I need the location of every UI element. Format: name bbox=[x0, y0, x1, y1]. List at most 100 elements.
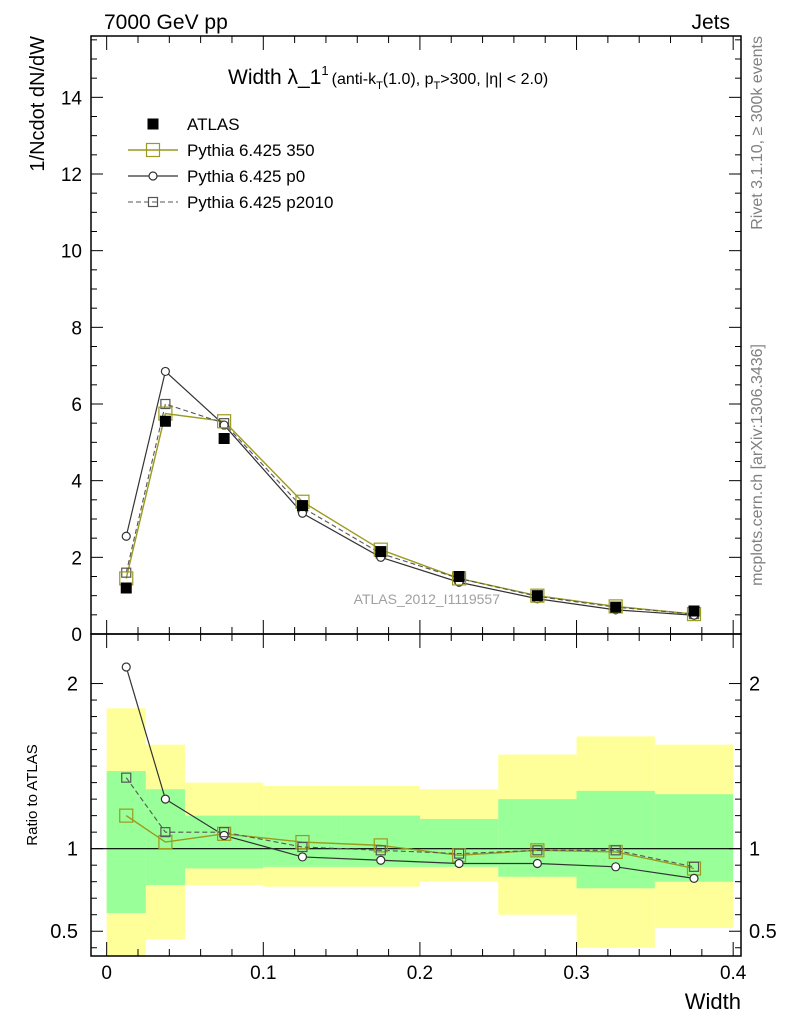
header-energy: 7000 GeV pp bbox=[104, 11, 228, 34]
ratio-point bbox=[532, 845, 543, 856]
ratio-point bbox=[689, 873, 699, 883]
ratio-point bbox=[530, 843, 545, 858]
ratio-y-tick-label-right: 2 bbox=[749, 674, 760, 696]
legend-marker bbox=[145, 142, 161, 158]
uncertainty-band-inner bbox=[106, 771, 146, 914]
data-point bbox=[159, 415, 171, 427]
data-point bbox=[375, 546, 387, 558]
data-point bbox=[688, 605, 700, 617]
ratio-point bbox=[611, 862, 621, 872]
data-point bbox=[296, 500, 308, 512]
ratio-point bbox=[219, 830, 229, 841]
ratio-point bbox=[688, 861, 700, 872]
ratio-y-tick-label-right: 1 bbox=[749, 839, 760, 861]
ratio-line-2 bbox=[125, 777, 695, 868]
legend-label: Pythia 6.425 350 bbox=[187, 141, 315, 160]
ratio-point bbox=[297, 852, 308, 862]
ratio-y-tick-label: 1 bbox=[67, 839, 78, 861]
ratio-markers-0 bbox=[119, 808, 702, 876]
series-line-2 bbox=[125, 370, 695, 616]
ratio-point bbox=[453, 848, 465, 859]
uncertainty-band-inner bbox=[576, 790, 655, 889]
main-plot-panel: 0 2 4 6 8 10 12 14 1/Ncdot dN/dW Width λ_11 (ant… bbox=[27, 35, 742, 646]
title-main: Width λ_1 bbox=[228, 66, 321, 89]
ratio-y-tick-label: 2 bbox=[67, 674, 78, 696]
title-detail-end: >300, |η| < 2.0) bbox=[440, 71, 548, 88]
ratio-axes: 0.5 0.5 1 1 2 2 0 0.1 0.2 0.3 0.4 bbox=[50, 634, 777, 984]
legend: ATLAS Pythia 6.425 350 Pythia 6.425 p0 Pyth… bbox=[128, 115, 334, 212]
ratio-point bbox=[160, 794, 170, 804]
svg-text:Width λ_11(anti-kT(1.0), pT>30: Width λ_11(anti-kT(1.0), pT>300, |η| < 2… bbox=[228, 63, 548, 92]
main-axes: 0 2 4 6 8 10 12 14 bbox=[61, 36, 741, 646]
main-data-layer bbox=[119, 366, 702, 622]
y-tick-label: 2 bbox=[71, 548, 82, 569]
ratio-y-tick-label-right: 0.5 bbox=[749, 921, 777, 943]
y-tick-label: 6 bbox=[71, 395, 82, 416]
series-line-1 bbox=[125, 412, 695, 615]
series-markers-1 bbox=[119, 406, 702, 622]
ratio-point bbox=[121, 662, 131, 672]
ratio-point bbox=[454, 858, 464, 869]
ratio-y-tick-label: 0.5 bbox=[50, 921, 78, 943]
title-detail-sub2: T bbox=[433, 80, 440, 92]
ratio-markers-2 bbox=[121, 772, 700, 872]
x-tick-label: 0.2 bbox=[407, 963, 433, 984]
ratio-point bbox=[160, 827, 171, 838]
main-title: Width λ_11(anti-kT(1.0), pT>300, |η| < 2… bbox=[228, 63, 548, 92]
ratio-point bbox=[219, 827, 230, 838]
legend-entry-3: Pythia 6.425 p2010 bbox=[128, 193, 334, 212]
y-tick-label: 4 bbox=[71, 472, 82, 493]
ratio-data-layer bbox=[91, 662, 741, 956]
legend-label: Pythia 6.425 p2010 bbox=[187, 193, 334, 212]
uncertainty-band-inner bbox=[419, 818, 499, 867]
legend-entry-2: Pythia 6.425 p0 bbox=[128, 167, 305, 186]
x-tick-label: 0.4 bbox=[720, 963, 747, 984]
title-detail: (anti-k bbox=[332, 71, 377, 88]
x-tick-label: 0.1 bbox=[250, 963, 276, 984]
y-tick-label: 10 bbox=[61, 242, 82, 263]
data-point bbox=[453, 571, 465, 582]
legend-label: ATLAS bbox=[187, 115, 240, 134]
ratio-point bbox=[532, 858, 542, 869]
ratio-point bbox=[295, 834, 310, 850]
series-markers-2 bbox=[121, 366, 699, 620]
data-point bbox=[218, 433, 230, 444]
legend-label: Pythia 6.425 p0 bbox=[187, 167, 305, 186]
series-3 bbox=[125, 403, 695, 615]
x-axis-label: Width bbox=[685, 989, 741, 1014]
legend-entry-1: Pythia 6.425 350 bbox=[128, 141, 315, 160]
data-point bbox=[608, 599, 623, 614]
rivet-info: Rivet 3.1.10, ≥ 300k events bbox=[749, 36, 766, 230]
ratio-plot-panel: 0.5 0.5 1 1 2 2 0 0.1 0.2 0.3 0.4 Ratio to ATLAS W… bbox=[24, 633, 777, 1014]
title-sup: 1 bbox=[321, 63, 328, 78]
data-point bbox=[531, 590, 543, 602]
ratio-y-axis-label: Ratio to ATLAS bbox=[24, 744, 41, 845]
series-2 bbox=[125, 370, 695, 616]
data-point bbox=[610, 601, 622, 613]
ratio-point bbox=[610, 845, 621, 856]
legend-marker bbox=[148, 171, 158, 181]
analysis-watermark: ATLAS_2012_I1119557 bbox=[354, 591, 501, 607]
y-tick-label: 8 bbox=[71, 318, 82, 339]
data-point bbox=[121, 567, 132, 578]
x-tick-label: 0 bbox=[101, 963, 112, 984]
mcplots-info: mcplots.cern.ch [arXiv:1306.3436] bbox=[749, 344, 766, 586]
ratio-point bbox=[375, 845, 386, 856]
x-tick-label: 0.3 bbox=[563, 963, 589, 984]
y-tick-label: 0 bbox=[71, 625, 82, 646]
series-1 bbox=[125, 412, 695, 615]
uncertainty-band-inner bbox=[654, 794, 734, 882]
ratio-point bbox=[158, 834, 173, 850]
data-point bbox=[160, 398, 171, 410]
ratio-series-2 bbox=[125, 777, 695, 868]
data-point bbox=[160, 366, 170, 377]
uncertainty-band-inner bbox=[184, 815, 264, 869]
ratio-plot-frame bbox=[90, 633, 742, 957]
ratio-point bbox=[297, 841, 308, 853]
y-tick-label: 12 bbox=[61, 165, 82, 186]
series-markers-3 bbox=[121, 398, 700, 620]
series-markers-0 bbox=[120, 415, 700, 617]
data-point bbox=[530, 588, 545, 603]
legend-entry-0: ATLAS bbox=[147, 115, 240, 134]
